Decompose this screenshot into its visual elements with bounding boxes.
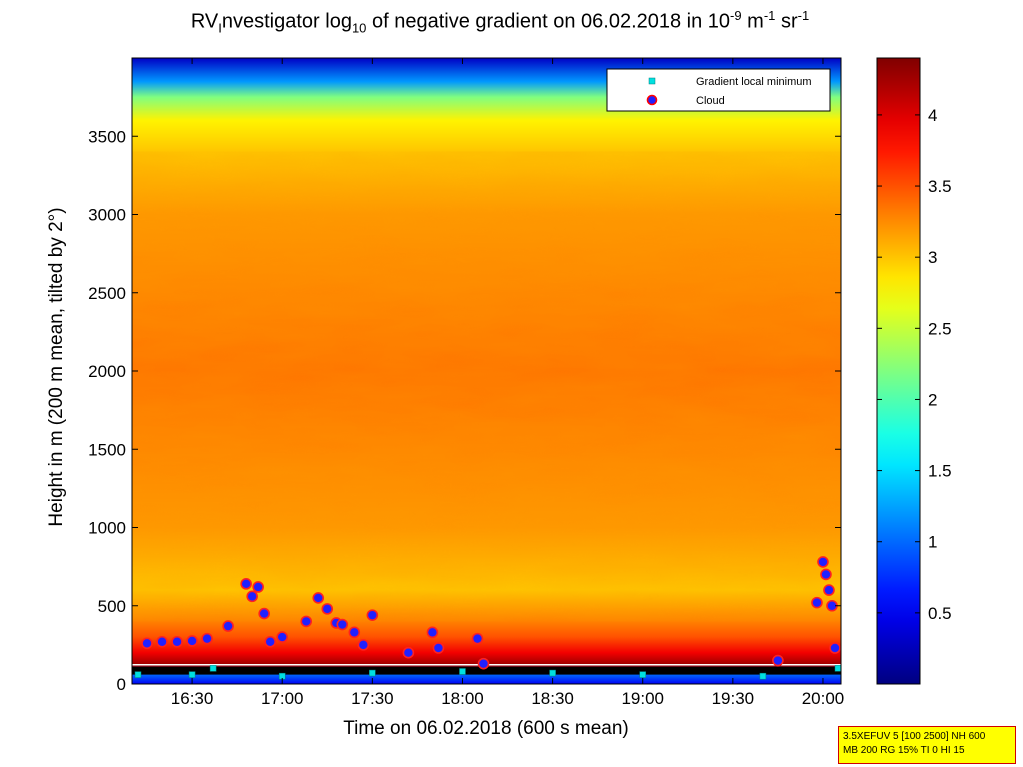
y-tick-label: 2500: [88, 284, 126, 303]
colorbar: 0.5 1 1.5 2 2.5 3 3.5 4: [876, 57, 952, 685]
cloud-marker: [258, 607, 270, 620]
cloud-marker: [366, 609, 379, 621]
settings-info-box: 3.5XEFUV 5 [100 2500] NH 600 MB 200 RG 1…: [838, 726, 1016, 764]
x-tick-label: 19:30: [712, 689, 755, 708]
cloud-marker: [201, 632, 213, 645]
cloud-marker: [829, 642, 841, 654]
cloud-marker: [426, 626, 439, 639]
cloud-marker: [246, 590, 258, 603]
y-tick-label: 500: [98, 597, 126, 616]
cloud-marker: [171, 635, 183, 648]
gradient-minimum-marker: [134, 671, 142, 678]
legend-box: [606, 68, 831, 112]
chart-title: RVInvestigator log10 of negative gradien…: [190, 8, 810, 36]
cloud-marker: [252, 581, 264, 593]
cloud-marker: [817, 556, 829, 568]
cloud-marker: [336, 618, 349, 631]
colorbar-tick-label: 1: [928, 533, 937, 552]
cloud-marker: [264, 635, 276, 648]
legend-marker-square: [648, 77, 656, 85]
gradient-minimum-marker: [759, 672, 767, 680]
legend-marker-circle: [646, 94, 658, 106]
y-tick-label: 0: [117, 675, 126, 694]
gradient-minimum-marker: [639, 671, 646, 678]
axes: 16:30 17:00 17:30 18:00 18:30 19:00 19:30 20:00…: [88, 57, 845, 708]
cloud-marker: [156, 635, 168, 648]
cloud-marker: [348, 626, 361, 639]
cloud-marker: [141, 637, 153, 650]
y-tick-label: 1000: [88, 519, 126, 538]
y-tick-label: 2000: [88, 362, 126, 381]
heatmap-texture: [132, 151, 841, 622]
cloud-marker: [312, 592, 325, 604]
cloud-marker: [222, 620, 234, 632]
colorbar-tick-label: 3: [928, 248, 937, 267]
cloud-marker: [240, 578, 252, 590]
gradient-minimum-marker: [459, 668, 466, 675]
gradient-minimum-marker: [209, 665, 217, 672]
heatmap-area: [132, 58, 841, 684]
cloud-marker: [357, 639, 370, 651]
cloud-marker: [432, 642, 445, 654]
x-tick-label: 20:00: [802, 689, 845, 708]
y-tick-label: 1500: [88, 440, 126, 459]
gradient-minimum-marker: [369, 669, 376, 677]
cloud-marker: [300, 615, 313, 628]
cloud-marker: [321, 603, 334, 615]
colorbar-scale: [876, 57, 921, 685]
legend-label: Cloud: [696, 95, 725, 107]
x-tick-label: 18:00: [441, 689, 484, 708]
legend: Gradient local minimum Cloud: [606, 68, 831, 112]
cloud-marker: [823, 584, 835, 596]
cloud-marker: [820, 568, 832, 581]
x-tick-label: 19:00: [621, 689, 664, 708]
x-tick-label: 17:30: [351, 689, 394, 708]
cloud-marker: [402, 646, 415, 659]
x-axis-label: Time on 06.02.2018 (600 s mean): [343, 718, 629, 739]
cloud-marker: [811, 596, 823, 609]
colorbar-tick-label: 0.5: [928, 604, 952, 623]
x-tick-label: 16:30: [171, 689, 214, 708]
y-tick-label: 3000: [88, 206, 126, 225]
legend-label: Gradient local minimum: [696, 76, 812, 88]
cloud-marker: [772, 654, 784, 667]
colorbar-tick-label: 3.5: [928, 177, 952, 196]
colorbar-tick-label: 2.5: [928, 319, 952, 338]
gradient-minimum-marker: [188, 671, 196, 678]
cloud-marker: [186, 635, 198, 647]
y-tick-label: 3500: [88, 127, 126, 146]
x-tick-label: 17:00: [261, 689, 304, 708]
gradient-minimum-marker: [834, 665, 841, 672]
colorbar-tick-label: 4: [928, 106, 937, 125]
cloud-marker: [276, 631, 289, 643]
info-line-1: 3.5XEFUV 5 [100 2500] NH 600: [843, 731, 986, 742]
gradient-minimum-marker: [549, 669, 556, 677]
cloud-marker: [477, 657, 490, 670]
cloud-marker: [471, 632, 484, 645]
colorbar-tick-label: 1.5: [928, 462, 952, 481]
ground-band: [132, 666, 841, 675]
y-axis-label: Height in m (200 m mean, tilted by 2°): [46, 207, 67, 527]
x-tick-label: 18:30: [531, 689, 574, 708]
colorbar-tick-label: 2: [928, 390, 937, 409]
info-line-2: MB 200 RG 15% TI 0 HI 15: [843, 745, 965, 756]
